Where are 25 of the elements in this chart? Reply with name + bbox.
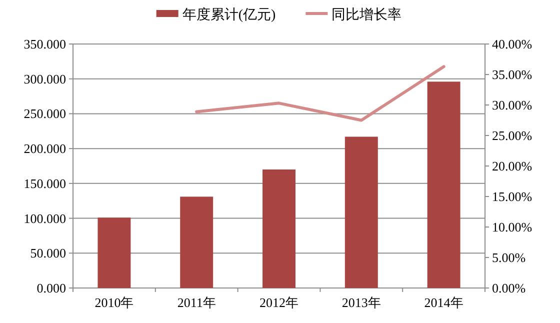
y2-tick-label: 35.00% (492, 67, 532, 82)
x-tick-label: 2013年 (342, 295, 381, 310)
x-tick-label: 2012年 (260, 295, 298, 310)
y2-tick-label: 5.00% (492, 250, 526, 265)
line-series (195, 65, 446, 122)
y2-tick-label: 40.00% (492, 36, 532, 52)
y2-tick-label: 10.00% (492, 220, 532, 234)
y-tick-label: 0.000 (36, 280, 66, 296)
y-tick-label: 100.000 (24, 210, 66, 226)
y-tick-label: 300.000 (24, 71, 66, 86)
y-tick-label: 250.000 (24, 106, 66, 122)
y-tick-label: 200.000 (24, 141, 66, 156)
y-tick-label: 150.000 (24, 176, 66, 191)
y2-tick-label: 15.00% (492, 189, 532, 204)
y2-tick-label: 30.00% (492, 98, 532, 112)
y2-tick-label: 25.00% (492, 128, 532, 143)
y2-tick-label: 0.00% (492, 280, 526, 296)
y-tick-label: 50.000 (30, 246, 66, 261)
x-tick-label: 2010年 (94, 295, 134, 310)
legend-label: 同比增长率 (332, 7, 402, 23)
y-tick-label: 350.000 (24, 36, 66, 52)
x-tick-label: 2011年 (177, 295, 216, 310)
legend-label: 年度累计(亿元) (182, 7, 276, 23)
y2-tick-label: 20.00% (492, 158, 532, 174)
x-tick-label: 2014年 (424, 295, 464, 310)
